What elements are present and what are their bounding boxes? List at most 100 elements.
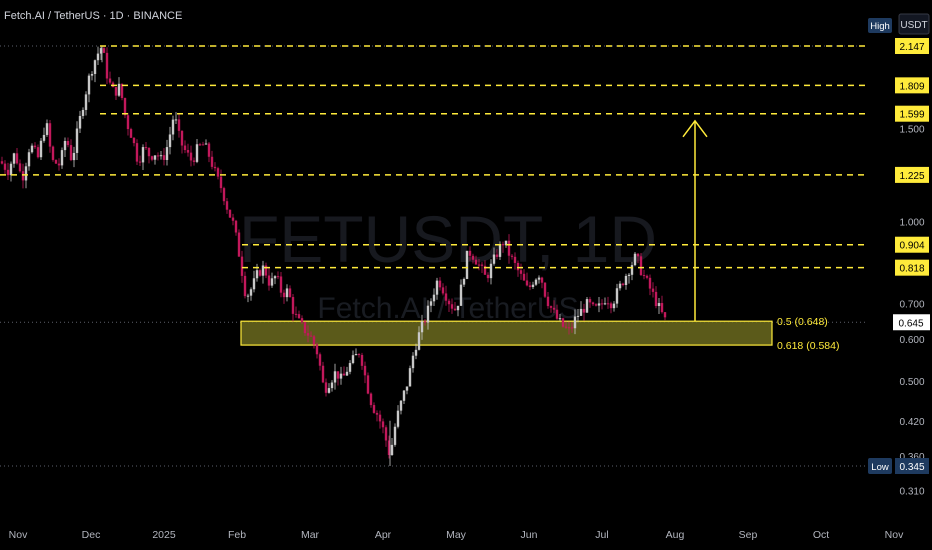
- candle-body: [336, 371, 340, 379]
- candle-body: [63, 140, 67, 151]
- candle-body: [72, 152, 76, 161]
- candle-body: [570, 327, 574, 329]
- candle-body: [516, 262, 520, 271]
- candle-body: [654, 291, 658, 307]
- target-arrow-head: [682, 119, 708, 138]
- candle-body: [576, 315, 580, 317]
- candle-body: [132, 137, 136, 144]
- candle-body: [303, 322, 307, 334]
- candle-body: [117, 83, 121, 96]
- high-tag-badge: [868, 18, 892, 33]
- candle-body: [156, 155, 160, 157]
- candle-body: [276, 276, 280, 278]
- candle-body: [552, 307, 556, 310]
- candle-body: [42, 134, 46, 141]
- candle-body: [567, 327, 571, 329]
- candle-body: [429, 301, 433, 306]
- candle-body: [9, 163, 13, 176]
- candle-body: [489, 263, 493, 279]
- candle-body: [408, 368, 412, 387]
- price-tag: 0.904: [899, 241, 924, 252]
- candle-body: [525, 280, 529, 286]
- candle-body: [468, 250, 472, 256]
- candle-body: [636, 253, 640, 257]
- candle-body: [501, 244, 505, 246]
- header-title: Fetch.AI / TetherUS · 1D · BINANCE: [4, 10, 183, 22]
- price-tag-bg: [895, 259, 929, 276]
- candle-body: [651, 288, 655, 292]
- candle-body: [69, 145, 73, 161]
- candle-body: [492, 254, 496, 264]
- candle-body: [321, 365, 325, 383]
- candle-body: [186, 150, 190, 153]
- candle-body: [141, 147, 145, 163]
- candle-body: [39, 140, 43, 158]
- candle-body: [231, 217, 235, 221]
- time-tick-label: 2025: [152, 529, 176, 541]
- candle-body: [45, 123, 49, 135]
- candle-body: [453, 308, 457, 311]
- candle-body: [618, 283, 622, 289]
- candle-body: [150, 156, 154, 160]
- candle-body: [123, 98, 127, 116]
- candle-body: [201, 144, 205, 146]
- candle-body: [387, 440, 391, 456]
- candle-body: [213, 166, 217, 169]
- candle-body: [348, 363, 352, 372]
- candle-body: [234, 220, 238, 233]
- candle-body: [165, 147, 169, 160]
- time-axis-layer[interactable]: Nov Dec 2025 Feb Mar Apr May Jun Jul Aug Sep Oct Nov: [9, 529, 904, 541]
- time-tick-label: May: [446, 529, 467, 541]
- candle-body: [96, 53, 100, 61]
- candle-body: [180, 130, 184, 146]
- candle-body: [639, 256, 643, 276]
- low-tag: Low: [871, 462, 889, 473]
- watermark-symbol: FETUSDT, 1D: [239, 202, 657, 276]
- candle-body: [282, 292, 286, 298]
- low-price-tag: 0.345: [899, 462, 924, 473]
- candle-body: [531, 284, 535, 288]
- candle-body: [198, 144, 202, 146]
- candle-body: [108, 78, 112, 83]
- price-axis-layer[interactable]: USDT High 2.147 1.809 1.599 1.500 1.225 1.000 0.…: [866, 0, 932, 550]
- price-tag-bg: [895, 38, 929, 54]
- candle-body: [36, 147, 40, 158]
- candle-body: [48, 123, 52, 147]
- candle-body: [264, 265, 268, 276]
- candle-body: [642, 275, 646, 277]
- candle-body: [171, 119, 175, 135]
- candle-body: [564, 326, 568, 328]
- candle-body: [369, 393, 373, 406]
- candle-body: [438, 280, 442, 288]
- candle-body: [30, 145, 34, 153]
- candle-body: [6, 169, 10, 176]
- candle-body: [75, 128, 79, 153]
- candle-body: [66, 140, 70, 146]
- candle-body: [306, 333, 310, 336]
- price-tick-label: 0.310: [899, 487, 924, 498]
- candle-body: [21, 171, 25, 181]
- fib-zone-layer: 0.5 (0.648) 0.618 (0.584): [240, 316, 839, 352]
- candle-body: [18, 163, 22, 172]
- candle-body: [405, 386, 409, 391]
- candle-body: [480, 264, 484, 266]
- candle-body: [225, 201, 229, 210]
- candle-body: [600, 303, 604, 305]
- candle-body: [486, 274, 490, 279]
- candle-body: [147, 147, 151, 157]
- candle-body: [522, 273, 526, 281]
- candle-body: [327, 388, 331, 393]
- candle-body: [339, 373, 343, 379]
- candle-body: [354, 354, 358, 356]
- candle-body: [561, 318, 565, 327]
- candle-body: [384, 427, 388, 441]
- candle-body: [585, 299, 589, 313]
- chart-header: Fetch.AI / TetherUS · 1D · BINANCE: [4, 10, 182, 22]
- candle-body: [99, 48, 103, 54]
- candle-body: [513, 256, 517, 263]
- current-price-tag-bg: [893, 314, 930, 331]
- candle-body: [294, 313, 298, 315]
- time-tick-label: Mar: [301, 529, 320, 541]
